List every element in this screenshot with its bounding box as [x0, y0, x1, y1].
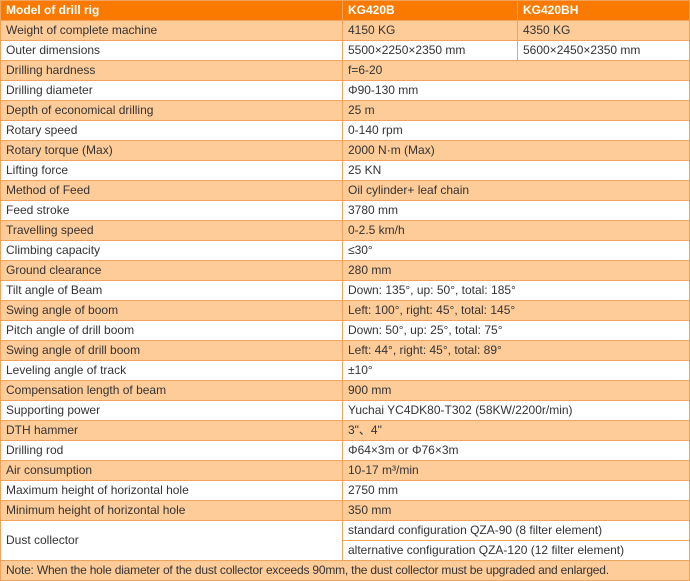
spec-value: alternative configuration QZA-120 (12 fi… — [343, 541, 689, 560]
spec-label: Leveling angle of track — [1, 361, 342, 380]
spec-label: Dust collector — [1, 521, 342, 560]
table-row: Maximum height of horizontal hole 2750 mm — [1, 481, 689, 500]
table-row: Rotary torque (Max) 2000 N·m (Max) — [1, 141, 689, 160]
table-row: Ground clearance 280 mm — [1, 261, 689, 280]
spec-value: standard configuration QZA-90 (8 filter … — [343, 521, 689, 540]
spec-value: 5500×2250×2350 mm — [343, 41, 517, 60]
table-row: Lifting force 25 KN — [1, 161, 689, 180]
table-row: Feed stroke 3780 mm — [1, 201, 689, 220]
spec-value: 900 mm — [343, 381, 689, 400]
spec-value: 350 mm — [343, 501, 689, 520]
spec-value: Φ64×3m or Φ76×3m — [343, 441, 689, 460]
table-row: DTH hammer 3"、4" — [1, 421, 689, 440]
spec-label: Travelling speed — [1, 221, 342, 240]
table-row: Dust collector standard configuration QZA… — [1, 521, 689, 560]
spec-value: 10-17 m³/min — [343, 461, 689, 480]
table-row: Weight of complete machine 4150 KG 4350 KG — [1, 21, 689, 40]
table-row: Pitch angle of drill boom Down: 50°, up: … — [1, 321, 689, 340]
table-row: Air consumption 10-17 m³/min — [1, 461, 689, 480]
spec-label: Supporting power — [1, 401, 342, 420]
spec-value: 2000 N·m (Max) — [343, 141, 689, 160]
table-row: Drilling diameter Φ90-130 mm — [1, 81, 689, 100]
table-row: alternative configuration QZA-120 (12 fi… — [1, 541, 689, 560]
table-header-row: Model of drill rig KG420B KG420BH — [1, 1, 689, 20]
spec-label: Climbing capacity — [1, 241, 342, 260]
spec-label: Air consumption — [1, 461, 342, 480]
spec-label: Swing angle of boom — [1, 301, 342, 320]
table-row: Swing angle of drill boom Left: 44°, righ… — [1, 341, 689, 360]
table-row: Swing angle of boom Left: 100°, right: 45… — [1, 301, 689, 320]
spec-value: 25 m — [343, 101, 689, 120]
spec-value: 0-2.5 km/h — [343, 221, 689, 240]
spec-value: Down: 50°, up: 25°, total: 75° — [343, 321, 689, 340]
spec-value: 3"、4" — [343, 421, 689, 440]
spec-value: ≤30° — [343, 241, 689, 260]
table-row: Depth of economical drilling 25 m — [1, 101, 689, 120]
spec-value: Yuchai YC4DK80-T302 (58KW/2200r/min) — [343, 401, 689, 420]
table-row: Leveling angle of track ±10° — [1, 361, 689, 380]
spec-value: 25 KN — [343, 161, 689, 180]
spec-label: Compensation length of beam — [1, 381, 342, 400]
header-model-label: Model of drill rig — [1, 1, 342, 20]
spec-value: 5600×2450×2350 mm — [518, 41, 689, 60]
note-row: Note: When the hole diameter of the dust… — [1, 561, 689, 580]
spec-label: Tilt angle of Beam — [1, 281, 342, 300]
table-row: Drilling hardness f=6-20 — [1, 61, 689, 80]
table-row: Travelling speed 0-2.5 km/h — [1, 221, 689, 240]
spec-value: 2750 mm — [343, 481, 689, 500]
spec-label: Ground clearance — [1, 261, 342, 280]
spec-label: Feed stroke — [1, 201, 342, 220]
spec-value: Left: 44°, right: 45°, total: 89° — [343, 341, 689, 360]
spec-label: Rotary speed — [1, 121, 342, 140]
spec-label: Weight of complete machine — [1, 21, 342, 40]
table-row: Climbing capacity ≤30° — [1, 241, 689, 260]
table-row: Supporting power Yuchai YC4DK80-T302 (58K… — [1, 401, 689, 420]
table-row: Rotary speed 0-140 rpm — [1, 121, 689, 140]
table-row: Compensation length of beam 900 mm — [1, 381, 689, 400]
spec-label: Pitch angle of drill boom — [1, 321, 342, 340]
spec-label: Drilling hardness — [1, 61, 342, 80]
note-text: Note: When the hole diameter of the dust… — [1, 561, 689, 580]
spec-label: Depth of economical drilling — [1, 101, 342, 120]
spec-value: Left: 100°, right: 45°, total: 145° — [343, 301, 689, 320]
spec-label: Method of Feed — [1, 181, 342, 200]
spec-value: ±10° — [343, 361, 689, 380]
table-row: Drilling rod Φ64×3m or Φ76×3m — [1, 441, 689, 460]
spec-value: 280 mm — [343, 261, 689, 280]
header-model-kg420b: KG420B — [343, 1, 517, 20]
spec-label: Maximum height of horizontal hole — [1, 481, 342, 500]
spec-value: 4350 KG — [518, 21, 689, 40]
spec-label: Minimum height of horizontal hole — [1, 501, 342, 520]
spec-label: Drilling rod — [1, 441, 342, 460]
table-row: Minimum height of horizontal hole 350 mm — [1, 501, 689, 520]
spec-label: Rotary torque (Max) — [1, 141, 342, 160]
spec-value: Down: 135°, up: 50°, total: 185° — [343, 281, 689, 300]
spec-value: Oil cylinder+ leaf chain — [343, 181, 689, 200]
header-model-kg420bh: KG420BH — [518, 1, 689, 20]
spec-value: 3780 mm — [343, 201, 689, 220]
spec-label: Drilling diameter — [1, 81, 342, 100]
spec-label: Outer dimensions — [1, 41, 342, 60]
table-row: Outer dimensions 5500×2250×2350 mm 5600×24… — [1, 41, 689, 60]
spec-value: 4150 KG — [343, 21, 517, 40]
spec-value: f=6-20 — [343, 61, 689, 80]
table-row: Method of Feed Oil cylinder+ leaf chain — [1, 181, 689, 200]
spec-value: 0-140 rpm — [343, 121, 689, 140]
spec-label: Lifting force — [1, 161, 342, 180]
spec-label: DTH hammer — [1, 421, 342, 440]
spec-value: Φ90-130 mm — [343, 81, 689, 100]
spec-label: Swing angle of drill boom — [1, 341, 342, 360]
table-row: Tilt angle of Beam Down: 135°, up: 50°, t… — [1, 281, 689, 300]
